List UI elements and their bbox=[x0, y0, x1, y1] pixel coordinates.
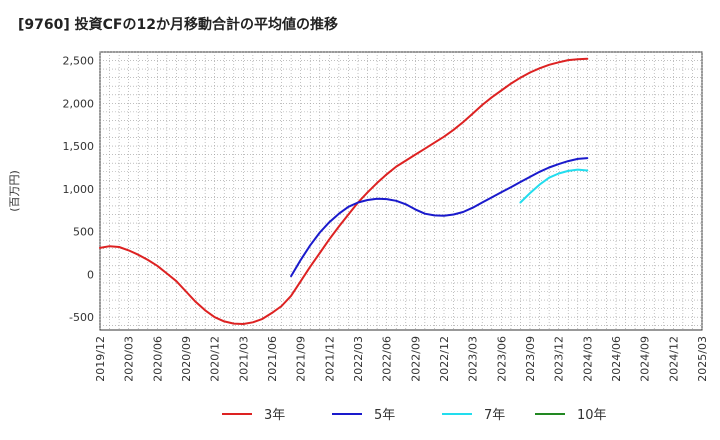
series-line-3 bbox=[519, 168, 589, 204]
legend-label-2: 5年 bbox=[374, 408, 395, 423]
x-tick-label: 2023/03 bbox=[467, 336, 480, 382]
chart-title: [9760] 投資CFの12か月移動合計の平均値の推移 bbox=[18, 17, 338, 33]
x-tick-label: 2024/12 bbox=[667, 336, 680, 382]
plot-area bbox=[99, 51, 703, 331]
series-line-1 bbox=[99, 57, 589, 325]
x-tick-label: 2022/03 bbox=[352, 336, 365, 382]
x-tick-label: 2022/06 bbox=[381, 336, 394, 382]
x-tick-label: 2023/09 bbox=[524, 336, 537, 382]
y-tick-label: 0 bbox=[87, 268, 94, 281]
x-tick-label: 2022/12 bbox=[438, 336, 451, 382]
x-tick-label: 2024/03 bbox=[581, 336, 594, 382]
y-tick-label: 500 bbox=[73, 226, 94, 239]
grid-lines bbox=[99, 51, 703, 330]
y-tick-label: 1,000 bbox=[63, 183, 95, 196]
x-tick-label: 2024/09 bbox=[639, 336, 652, 382]
y-axis-title: (百万円) bbox=[8, 170, 21, 212]
legend-label-1: 3年 bbox=[264, 408, 285, 423]
x-tick-label: 2020/09 bbox=[180, 336, 193, 382]
legend-label-4: 10年 bbox=[577, 408, 607, 423]
x-tick-label: 2019/12 bbox=[94, 336, 107, 382]
x-tick-label: 2022/09 bbox=[409, 336, 422, 382]
x-tick-label: 2021/12 bbox=[323, 336, 336, 382]
x-tick-label: 2024/06 bbox=[610, 336, 623, 382]
x-tick-label: 2020/03 bbox=[123, 336, 136, 382]
x-tick-label: 2023/06 bbox=[495, 336, 508, 382]
x-tick-label: 2021/06 bbox=[266, 336, 279, 382]
x-tick-label: 2021/09 bbox=[295, 336, 308, 382]
x-tick-label: 2023/12 bbox=[553, 336, 566, 382]
legend-label-3: 7年 bbox=[484, 408, 505, 423]
series-line-2 bbox=[290, 157, 589, 278]
x-tick-label: 2020/12 bbox=[209, 336, 222, 382]
series-lines bbox=[99, 57, 589, 325]
y-tick-label: 2,500 bbox=[63, 55, 95, 68]
x-tick-label: 2020/06 bbox=[151, 336, 164, 382]
y-tick-label: 1,500 bbox=[63, 140, 95, 153]
x-tick-label: 2021/03 bbox=[237, 336, 250, 382]
y-tick-label: -500 bbox=[69, 311, 94, 324]
axes: -500 0 500 1,000 1,500 2,000 2,500 2019/12 2020/… bbox=[63, 55, 710, 382]
y-tick-label: 2,000 bbox=[63, 97, 95, 110]
x-tick-label: 2025/03 bbox=[696, 336, 709, 382]
legend: 3年 5年 7年 10年 bbox=[222, 408, 607, 423]
